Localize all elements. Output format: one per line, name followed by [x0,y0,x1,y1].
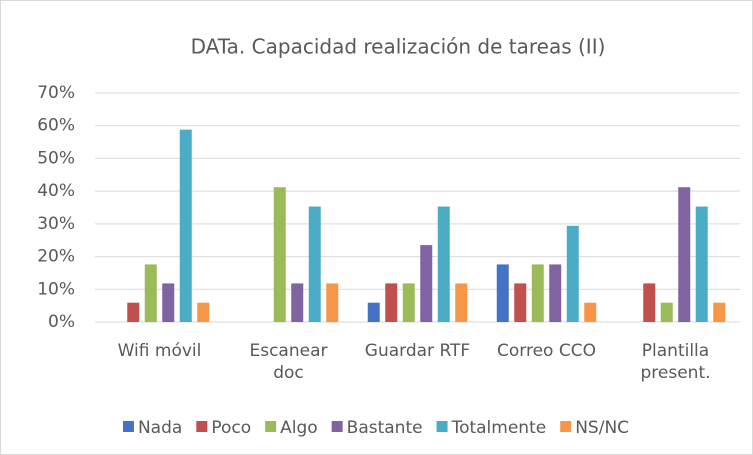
y-tick-label: 20% [37,247,75,267]
bar [584,302,597,322]
bar [695,206,708,322]
legend-marker [196,421,208,432]
y-tick-label: 30% [37,214,75,234]
bar [144,264,157,322]
x-tick-label: Plantilla present. [640,341,711,383]
bar [273,187,286,322]
bar [308,206,321,322]
bar [197,302,210,322]
legend-marker [331,421,343,432]
bar [455,283,468,322]
legend-marker [436,421,448,432]
bar [127,302,140,322]
legend-label: Poco [211,418,251,438]
y-tick-label: 50% [37,148,75,168]
y-tick-label: 60% [37,116,75,136]
x-tick-label: Escanear doc [249,341,328,383]
chart-title: DATa. Capacidad realización de tareas (I… [191,35,606,59]
legend-marker [122,421,134,432]
bar [162,283,175,322]
bar [179,129,192,322]
y-tick-label: 40% [37,181,75,201]
legend-label: Nada [138,418,182,438]
bar [549,264,562,322]
bar [566,225,579,322]
bar [496,264,509,322]
legend-marker [265,421,277,432]
legend-marker [560,421,572,432]
y-tick-label: 10% [37,279,75,299]
legend-label: Algo [280,418,318,438]
bar [713,302,726,322]
bar [326,283,339,322]
bar [678,187,691,322]
bar [291,283,304,322]
bar [437,206,450,322]
x-tick-label: Guardar RTF [364,341,471,361]
bar [385,283,398,322]
y-tick-label: 0% [48,312,75,332]
legend-label: Bastante [347,418,423,438]
bar [514,283,527,322]
bar [643,283,656,322]
bar [420,245,433,322]
x-tick-label: Wifi móvil [117,341,202,361]
bar [531,264,544,322]
bar [402,283,415,322]
bar [660,302,673,322]
legend-label: Totalmente [451,418,547,438]
y-tick-label: 70% [37,83,75,103]
bar [367,302,380,322]
legend-label: NS/NC [575,418,629,438]
x-tick-label: Correo CCO [497,341,596,361]
